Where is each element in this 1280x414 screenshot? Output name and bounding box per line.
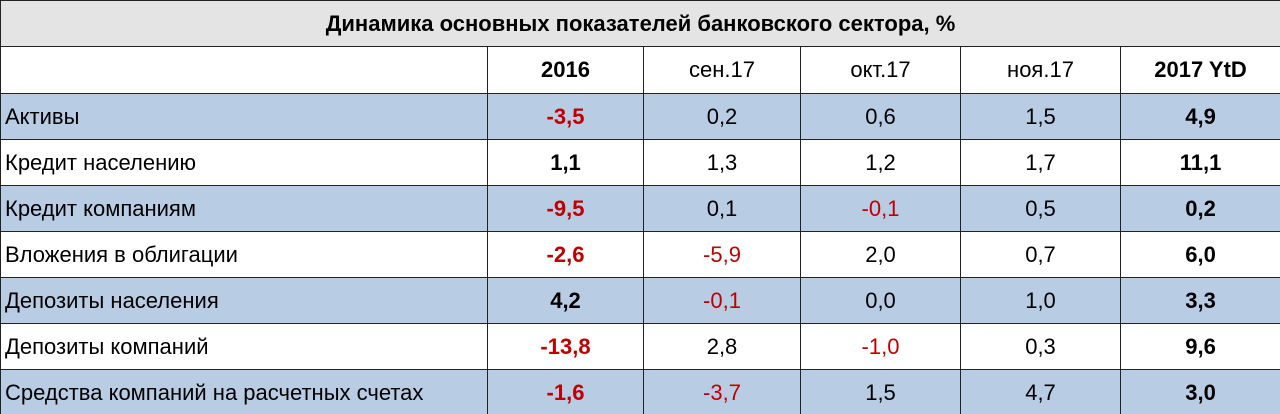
value-cell: 1,7: [960, 139, 1121, 186]
value-cell: 1,2: [800, 139, 961, 186]
value-cell: 1,3: [643, 139, 801, 186]
row-label: Активы: [0, 93, 488, 140]
value-cell: -3,5: [487, 93, 644, 140]
value-cell: 4,9: [1119, 93, 1280, 140]
row-label: Депозиты населения: [0, 277, 488, 324]
column-header: окт.17: [800, 46, 961, 94]
column-header: ноя.17: [960, 46, 1121, 94]
row-label: Депозиты компаний: [0, 323, 488, 370]
column-header: сен.17: [643, 46, 801, 94]
data-row: Активы -3,5 0,2 0,6 1,5 4,9: [0, 93, 1280, 140]
value-cell: 0,1: [643, 185, 801, 232]
value-cell: 0,3: [960, 323, 1121, 370]
value-cell: 0,2: [1119, 185, 1280, 232]
value-cell: -3,7: [643, 369, 801, 414]
header-row: 2016 сен.17 окт.17 ноя.17 2017 YtD: [0, 46, 1280, 94]
value-cell: -1,6: [487, 369, 644, 414]
value-cell: 1,5: [800, 369, 961, 414]
value-cell: 9,6: [1119, 323, 1280, 370]
value-cell: 2,0: [800, 231, 961, 278]
data-row: Кредит населению 1,1 1,3 1,2 1,7 11,1: [0, 139, 1280, 186]
row-label: Вложения в облигации: [0, 231, 488, 278]
value-cell: 6,0: [1119, 231, 1280, 278]
row-label: Средства компаний на расчетных счетах: [0, 369, 488, 414]
value-cell: 2,8: [643, 323, 801, 370]
row-label: Кредит населению: [0, 139, 488, 186]
value-cell: 1,0: [960, 277, 1121, 324]
row-label: Кредит компаниям: [0, 185, 488, 232]
data-row: Депозиты компаний -13,8 2,8 -1,0 0,3 9,6: [0, 323, 1280, 370]
data-row: Средства компаний на расчетных счетах -1,…: [0, 369, 1280, 414]
data-row: Вложения в облигации -2,6 -5,9 2,0 0,7 6,0: [0, 231, 1280, 278]
value-cell: -13,8: [487, 323, 644, 370]
value-cell: 0,6: [800, 93, 961, 140]
value-cell: 4,2: [487, 277, 644, 324]
value-cell: 4,7: [960, 369, 1121, 414]
column-header: 2017 YtD: [1119, 46, 1280, 94]
column-header: 2016: [487, 46, 644, 94]
value-cell: 11,1: [1119, 139, 1280, 186]
data-row: Депозиты населения 4,2 -0,1 0,0 1,0 3,3: [0, 277, 1280, 324]
value-cell: 3,0: [1119, 369, 1280, 414]
value-cell: 0,7: [960, 231, 1121, 278]
value-cell: 0,2: [643, 93, 801, 140]
value-cell: -2,6: [487, 231, 644, 278]
table-body: 2016 сен.17 окт.17 ноя.17 2017 YtD Активы -3,5…: [0, 46, 1280, 414]
table-title: Динамика основных показателей банковског…: [0, 0, 1280, 47]
value-cell: 3,3: [1119, 277, 1280, 324]
value-cell: 0,5: [960, 185, 1121, 232]
value-cell: 1,5: [960, 93, 1121, 140]
value-cell: -0,1: [800, 185, 961, 232]
value-cell: 0,0: [800, 277, 961, 324]
value-cell: -0,1: [643, 277, 801, 324]
value-cell: 1,1: [487, 139, 644, 186]
data-row: Кредит компаниям -9,5 0,1 -0,1 0,5 0,2: [0, 185, 1280, 232]
value-cell: -1,0: [800, 323, 961, 370]
value-cell: -9,5: [487, 185, 644, 232]
value-cell: -5,9: [643, 231, 801, 278]
header-cell: [0, 46, 488, 94]
